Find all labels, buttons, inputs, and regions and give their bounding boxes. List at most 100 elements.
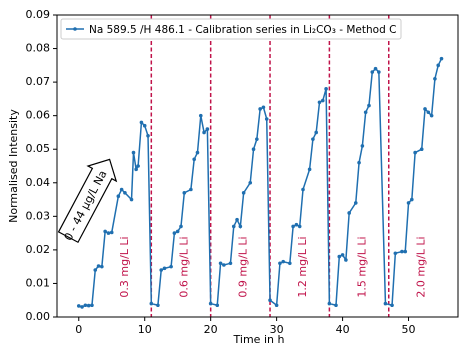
data-point bbox=[324, 87, 328, 91]
y-tick-label: 0.05 bbox=[26, 142, 51, 155]
data-point bbox=[208, 301, 213, 306]
data-point bbox=[261, 105, 266, 110]
annotation: 0.6 mg/L Li bbox=[177, 236, 190, 297]
x-axis-label: Time in h bbox=[233, 333, 285, 346]
data-point bbox=[297, 224, 302, 229]
data-point bbox=[268, 298, 272, 303]
data-point bbox=[294, 222, 299, 227]
data-point bbox=[403, 249, 408, 254]
data-point bbox=[410, 197, 414, 202]
plot-frame bbox=[56, 14, 459, 318]
data-point bbox=[146, 134, 150, 138]
data-point bbox=[142, 123, 147, 128]
data-point bbox=[419, 147, 424, 152]
data-point bbox=[353, 201, 358, 205]
data-point bbox=[215, 303, 220, 308]
data-point bbox=[334, 303, 338, 308]
data-point bbox=[134, 167, 138, 172]
data-point bbox=[337, 254, 342, 259]
data-point bbox=[179, 224, 183, 229]
data-point bbox=[238, 224, 243, 229]
data-point bbox=[129, 197, 134, 202]
data-point bbox=[119, 187, 124, 192]
data-point bbox=[149, 301, 154, 306]
data-point bbox=[406, 201, 411, 205]
y-tick-label: 0.08 bbox=[26, 42, 51, 55]
data-point bbox=[228, 261, 233, 266]
data-point bbox=[109, 230, 114, 235]
data-point bbox=[192, 157, 196, 162]
data-point bbox=[116, 194, 121, 198]
data-point bbox=[390, 303, 394, 308]
data-point bbox=[100, 264, 104, 269]
data-point bbox=[423, 107, 427, 111]
data-point bbox=[83, 303, 88, 308]
arrow-shape bbox=[57, 158, 118, 244]
data-point bbox=[327, 301, 332, 306]
annotation: 0.9 mg/L Li bbox=[237, 236, 250, 297]
data-point bbox=[429, 113, 434, 118]
data-point bbox=[156, 303, 160, 308]
data-point bbox=[159, 268, 164, 272]
x-tick-label: 50 bbox=[402, 323, 416, 336]
data-point bbox=[433, 76, 437, 81]
data-point bbox=[367, 103, 371, 108]
y-axis-label: Normalised Intensity bbox=[7, 109, 20, 223]
data-point bbox=[103, 229, 107, 234]
data-point bbox=[311, 137, 315, 141]
data-point bbox=[426, 110, 431, 115]
data-point bbox=[373, 66, 378, 71]
data-point bbox=[413, 150, 417, 155]
data-point bbox=[241, 191, 246, 195]
data-point bbox=[106, 231, 111, 235]
annotation: 1.5 mg/L Li bbox=[355, 236, 368, 297]
data-point bbox=[255, 137, 259, 141]
data-point bbox=[189, 187, 193, 192]
data-point bbox=[400, 249, 404, 254]
data-point bbox=[139, 120, 144, 125]
data-point bbox=[80, 305, 84, 309]
data-point bbox=[370, 70, 375, 74]
data-point bbox=[301, 187, 305, 192]
data-point bbox=[393, 251, 398, 256]
y-tick-label: 0.09 bbox=[26, 8, 51, 21]
data-point bbox=[96, 264, 101, 268]
data-point bbox=[320, 98, 325, 103]
legend-box bbox=[60, 18, 402, 40]
data-point bbox=[344, 258, 348, 262]
data-point bbox=[182, 191, 187, 195]
data-point bbox=[172, 231, 177, 235]
data-point bbox=[123, 191, 127, 195]
data-point bbox=[205, 127, 210, 131]
data-point bbox=[248, 180, 253, 185]
data-point bbox=[195, 150, 200, 155]
data-point bbox=[357, 160, 361, 165]
data-point bbox=[258, 107, 262, 111]
x-tick-label: 40 bbox=[336, 323, 350, 336]
data-point bbox=[439, 56, 444, 61]
data-point bbox=[222, 263, 226, 267]
annotation: 2.0 mg/L Li bbox=[415, 236, 428, 297]
y-tick-label: 0.02 bbox=[26, 243, 51, 256]
data-point bbox=[218, 261, 223, 266]
data-point bbox=[291, 224, 295, 229]
data-point bbox=[231, 224, 236, 229]
data-point bbox=[377, 70, 381, 74]
data-point bbox=[307, 167, 312, 172]
x-tick-label: 10 bbox=[138, 323, 152, 336]
legend-marker bbox=[73, 27, 77, 31]
x-tick-label: 0 bbox=[75, 323, 82, 336]
data-point bbox=[314, 130, 318, 135]
data-point bbox=[136, 164, 140, 168]
data-point bbox=[347, 211, 351, 215]
data-point bbox=[198, 113, 203, 118]
data-point bbox=[131, 150, 136, 155]
y-tick-label: 0.00 bbox=[26, 310, 51, 323]
y-tick-label: 0.01 bbox=[26, 276, 51, 289]
data-point bbox=[202, 130, 206, 135]
data-point bbox=[90, 303, 94, 308]
data-point bbox=[251, 147, 256, 152]
data-point bbox=[288, 261, 292, 266]
data-point bbox=[383, 301, 388, 306]
